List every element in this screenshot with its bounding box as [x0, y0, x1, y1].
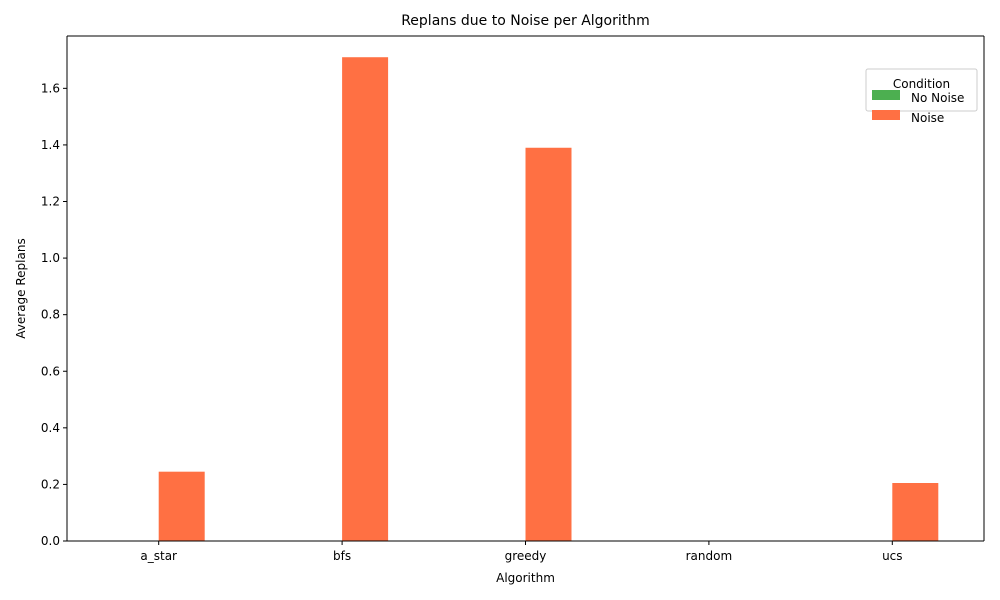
y-tick-label: 1.0	[41, 251, 60, 265]
y-tick-label: 0.0	[41, 534, 60, 548]
legend-items: No Noise Noise	[872, 90, 964, 125]
x-axis-title: Algorithm	[496, 571, 555, 585]
bar-noise-greedy	[525, 147, 572, 541]
y-tick-label: 0.6	[41, 364, 60, 378]
legend-title: Condition	[893, 77, 950, 91]
x-tick-label: greedy	[505, 549, 547, 563]
legend-swatch-noise	[872, 110, 900, 120]
legend-swatch-no-noise	[872, 90, 900, 100]
legend-label-no-noise: No Noise	[911, 91, 964, 105]
bar-noise-a_star	[158, 471, 205, 541]
y-tick-label: 0.2	[41, 477, 60, 491]
x-tick-label: bfs	[333, 549, 351, 563]
bar-noise-bfs	[342, 57, 389, 542]
x-tick-label: a_star	[140, 549, 177, 563]
y-tick-label: 0.8	[41, 308, 60, 322]
chart-title: Replans due to Noise per Algorithm	[401, 13, 650, 29]
y-axis-title: Average Replans	[14, 238, 28, 338]
y-tick-label: 1.6	[41, 81, 60, 95]
x-tick-label: ucs	[882, 549, 902, 563]
plot-area: 0.0 0.2 0.4 0.6 0.8 1.0 1.2 1.4 1.6 a_star bfs gree…	[41, 35, 985, 563]
legend-frame	[865, 68, 978, 112]
y-tick-label: 1.2	[41, 195, 60, 209]
bar-noise-ucs	[892, 483, 939, 541]
x-tick-label: random	[686, 549, 733, 563]
y-tick-label: 0.4	[41, 421, 60, 435]
y-tick-label: 1.4	[41, 138, 60, 152]
legend: Condition No Noise Noise	[865, 68, 978, 125]
legend-label-noise: Noise	[911, 111, 944, 125]
